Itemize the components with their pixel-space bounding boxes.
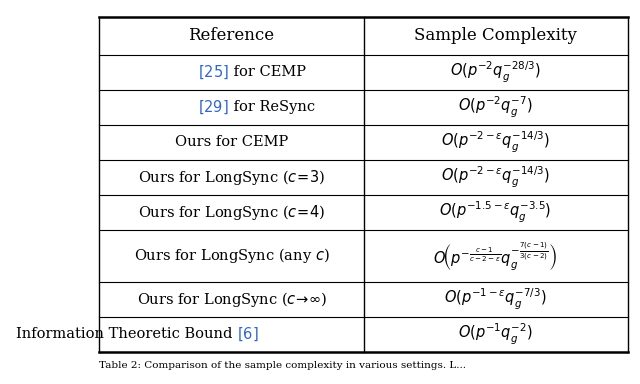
Text: for CEMP: for CEMP — [228, 65, 306, 79]
Text: $[25]$: $[25]$ — [198, 64, 228, 81]
Text: $O(p^{-2}q_g^{-7})$: $O(p^{-2}q_g^{-7})$ — [458, 95, 533, 120]
Text: $O(p^{-2}q_g^{-28/3})$: $O(p^{-2}q_g^{-28/3})$ — [450, 60, 541, 85]
Text: Ours for LongSync ($c\!=\!3$): Ours for LongSync ($c\!=\!3$) — [138, 168, 325, 187]
Text: Ours for LongSync ($c\!=\!4$): Ours for LongSync ($c\!=\!4$) — [138, 203, 325, 222]
Text: $O(p^{-2-\epsilon}q_g^{-14/3})$: $O(p^{-2-\epsilon}q_g^{-14/3})$ — [441, 165, 550, 190]
Text: Ours for LongSync ($c\!\to\!\infty$): Ours for LongSync ($c\!\to\!\infty$) — [136, 290, 326, 309]
Text: $O(p^{-2-\epsilon}q_g^{-14/3})$: $O(p^{-2-\epsilon}q_g^{-14/3})$ — [441, 130, 550, 155]
Text: for ReSync: for ReSync — [228, 100, 315, 114]
Text: $[6]$: $[6]$ — [237, 326, 259, 343]
Text: Reference: Reference — [188, 27, 275, 44]
Text: $O\!\left(p^{-\frac{c-1}{c-2-\epsilon}} q_g^{-\frac{7(c-1)}{3(c-2)}}\right)$: $O\!\left(p^{-\frac{c-1}{c-2-\epsilon}} … — [433, 240, 557, 272]
Text: Information Theoretic Bound: Information Theoretic Bound — [16, 327, 237, 341]
Text: Sample Complexity: Sample Complexity — [414, 27, 577, 44]
Text: Table 2: Comparison of the sample complexity in various settings. L...: Table 2: Comparison of the sample comple… — [99, 361, 467, 370]
Text: $O(p^{-1}q_g^{-2})$: $O(p^{-1}q_g^{-2})$ — [458, 322, 533, 347]
Text: $O(p^{-1-\epsilon}q_g^{-7/3})$: $O(p^{-1-\epsilon}q_g^{-7/3})$ — [444, 286, 547, 312]
Text: $O(p^{-1.5-\epsilon}q_g^{-3.5})$: $O(p^{-1.5-\epsilon}q_g^{-3.5})$ — [440, 200, 552, 225]
Text: Ours for CEMP: Ours for CEMP — [175, 136, 288, 149]
Text: $[29]$: $[29]$ — [198, 99, 228, 116]
Text: Ours for LongSync (any $c$): Ours for LongSync (any $c$) — [134, 247, 330, 265]
